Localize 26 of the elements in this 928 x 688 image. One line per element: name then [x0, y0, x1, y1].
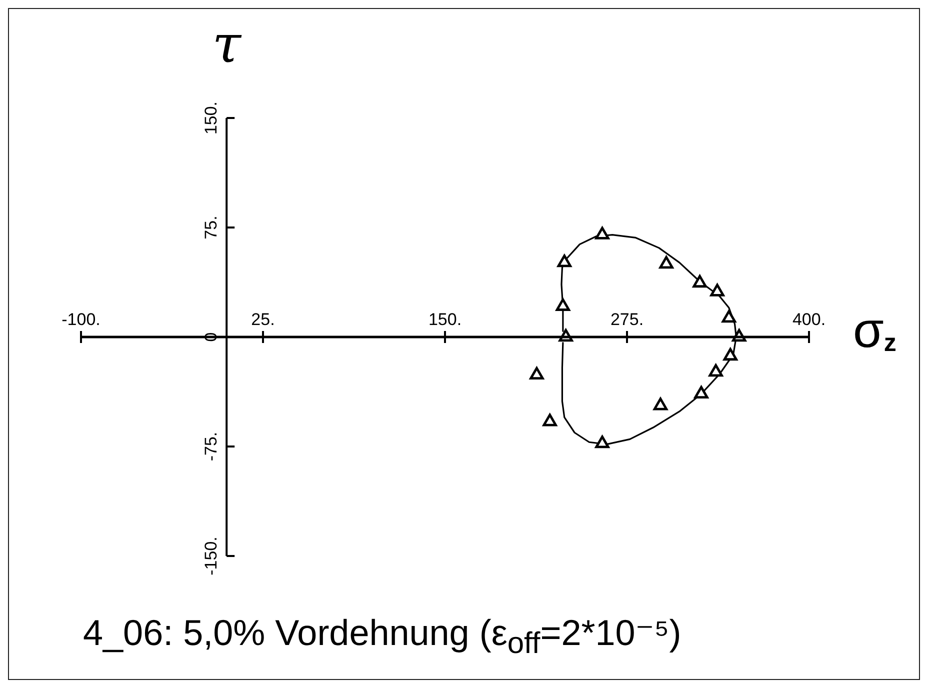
x-tick-label: 150. [428, 310, 462, 329]
point [694, 386, 708, 399]
point [595, 436, 610, 448]
point [530, 366, 544, 380]
point [708, 364, 723, 377]
point [542, 414, 557, 426]
y-tick-label: -150. [202, 536, 221, 576]
y-axis-title: τ [211, 15, 243, 75]
x-tick-label: 25. [251, 310, 275, 329]
text: 4_06: 5,0% Vordehnung (ε$_{off}$=2*10⁻⁵) [83, 612, 682, 660]
point [692, 274, 707, 288]
x-tick-label: -100. [62, 310, 100, 329]
point [595, 226, 610, 240]
point [556, 298, 570, 311]
point [653, 398, 668, 410]
x-tick-label: 400. [792, 310, 826, 329]
point [710, 284, 724, 296]
x-axis-title: σ$_{z}$ [853, 302, 896, 358]
point [659, 256, 674, 269]
point [722, 310, 736, 323]
point [723, 348, 738, 361]
y-tick-label: -75. [202, 432, 221, 462]
point [557, 254, 572, 268]
y-tick-label: 150. [202, 101, 221, 135]
x-tick-label: 275. [610, 310, 644, 329]
y-tick-label: 75. [202, 216, 221, 240]
